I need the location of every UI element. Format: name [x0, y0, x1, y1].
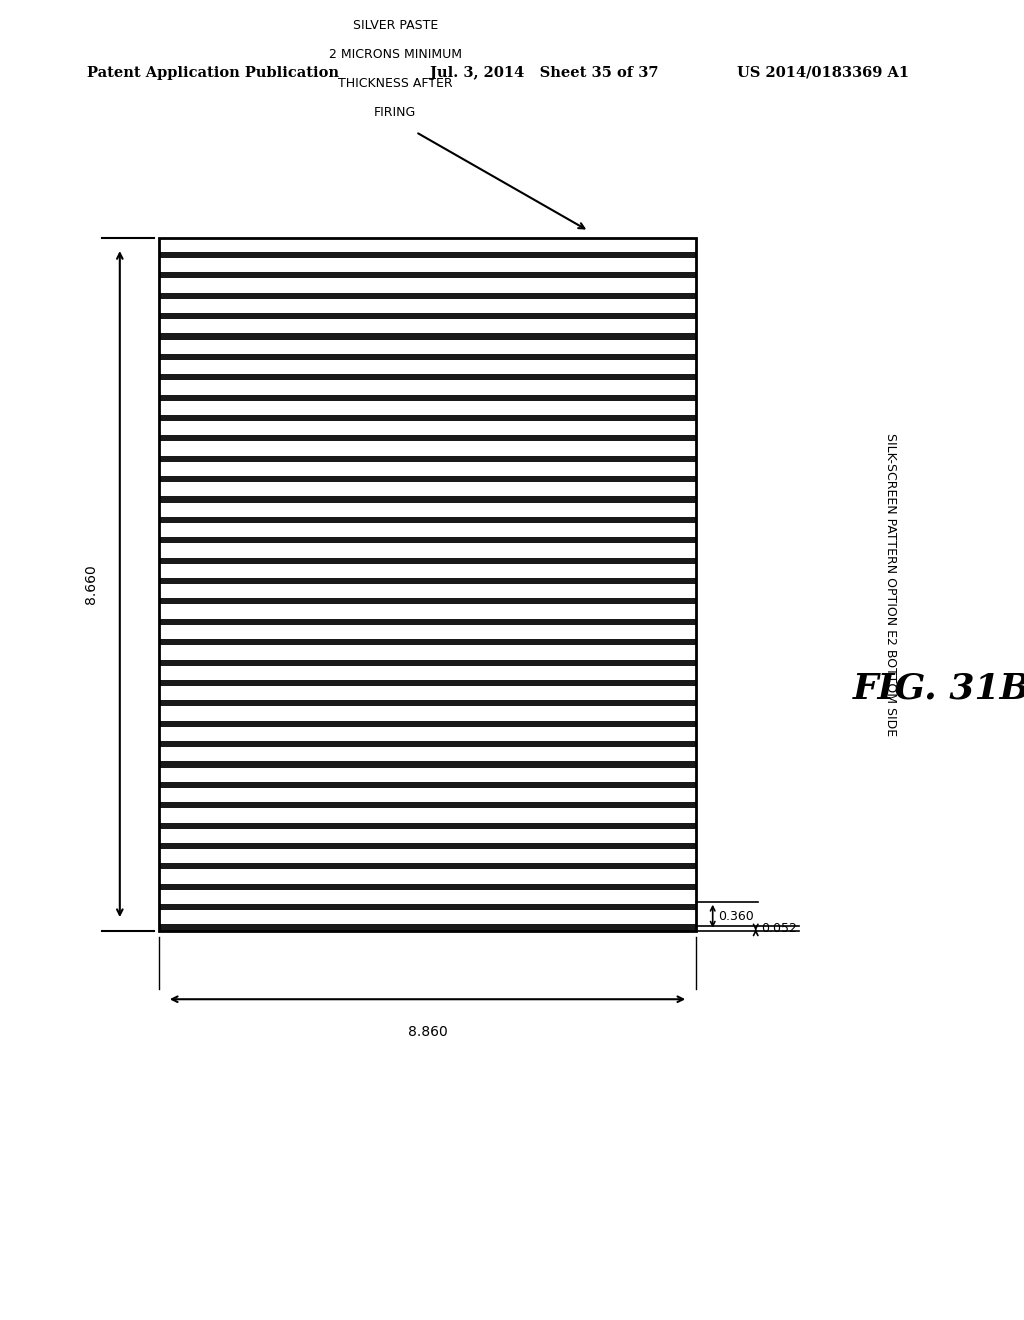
Text: 8.660: 8.660	[84, 564, 98, 605]
Bar	[159, 496, 696, 503]
Bar	[159, 822, 696, 829]
Text: 2 MICRONS MINIMUM: 2 MICRONS MINIMUM	[329, 48, 462, 61]
Bar	[159, 904, 696, 911]
Bar	[159, 272, 696, 279]
Bar	[159, 252, 696, 257]
Bar	[159, 598, 696, 605]
Bar	[159, 803, 696, 808]
Text: FIG. 31B: FIG. 31B	[853, 671, 1024, 705]
Text: 0.360: 0.360	[718, 909, 754, 923]
Bar	[159, 701, 696, 706]
Bar	[159, 374, 696, 380]
Bar	[159, 293, 696, 298]
Bar	[159, 238, 696, 931]
Bar	[159, 721, 696, 727]
Text: Jul. 3, 2014   Sheet 35 of 37: Jul. 3, 2014 Sheet 35 of 37	[430, 66, 658, 79]
Bar	[159, 762, 696, 767]
Bar	[159, 436, 696, 441]
Bar	[159, 414, 696, 421]
Bar	[159, 660, 696, 665]
Text: SILK-SCREEN PATTERN OPTION E2 BOTTOM SIDE: SILK-SCREEN PATTERN OPTION E2 BOTTOM SID…	[885, 433, 897, 735]
Bar	[159, 639, 696, 645]
Bar	[159, 619, 696, 624]
Bar	[159, 781, 696, 788]
Text: SILVER PASTE: SILVER PASTE	[352, 18, 438, 32]
Text: FIRING: FIRING	[374, 106, 417, 119]
Bar	[159, 883, 696, 890]
Bar	[159, 334, 696, 339]
Bar	[159, 557, 696, 564]
Bar	[159, 741, 696, 747]
Bar	[159, 395, 696, 401]
Bar	[159, 578, 696, 583]
Bar	[159, 924, 696, 931]
Bar	[159, 238, 696, 931]
Bar	[159, 843, 696, 849]
Bar	[159, 354, 696, 360]
Text: 0.052: 0.052	[761, 921, 797, 935]
Text: THICKNESS AFTER: THICKNESS AFTER	[338, 77, 453, 90]
Bar	[159, 517, 696, 523]
Text: 8.860: 8.860	[408, 1026, 447, 1039]
Bar	[159, 455, 696, 462]
Text: Patent Application Publication: Patent Application Publication	[87, 66, 339, 79]
Text: US 2014/0183369 A1: US 2014/0183369 A1	[737, 66, 909, 79]
Bar	[159, 680, 696, 686]
Bar	[159, 863, 696, 870]
Bar	[159, 477, 696, 482]
Bar	[159, 537, 696, 544]
Bar	[159, 313, 696, 319]
